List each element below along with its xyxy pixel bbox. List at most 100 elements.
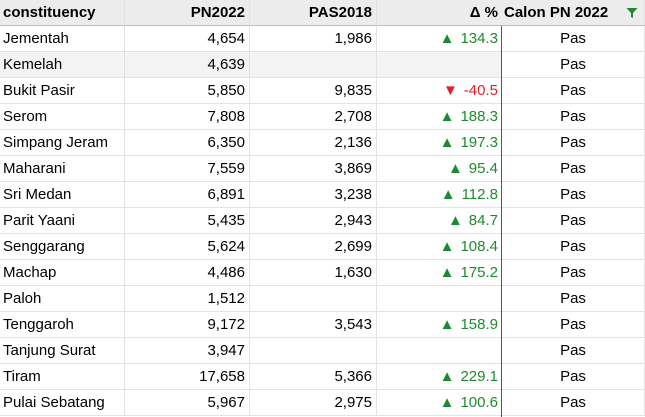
- cell-calon-pn-2022[interactable]: Pas: [502, 390, 645, 416]
- cell-pas2018[interactable]: 3,869: [250, 156, 377, 182]
- cell-delta-percent[interactable]: ▲ 112.8: [377, 182, 502, 208]
- table-row: Senggarang 5,624 2,699 ▲ 108.4 Pas: [0, 234, 645, 260]
- cell-delta-percent[interactable]: ▲ 134.3: [377, 26, 502, 52]
- cell-constituency[interactable]: Pulai Sebatang: [0, 390, 125, 416]
- triangle-up-icon: ▲: [440, 186, 456, 203]
- cell-calon-pn-2022[interactable]: Pas: [502, 312, 645, 338]
- cell-constituency[interactable]: Senggarang: [0, 234, 125, 260]
- cell-pn2022[interactable]: 1,512: [125, 286, 250, 312]
- cell-delta-percent[interactable]: ▲ 108.4: [377, 234, 502, 260]
- header-calon-pn-2022[interactable]: Calon PN 2022: [502, 0, 645, 26]
- cell-delta-percent[interactable]: ▲ 158.9: [377, 312, 502, 338]
- cell-calon-pn-2022[interactable]: Pas: [502, 286, 645, 312]
- cell-delta-percent[interactable]: [377, 52, 502, 78]
- cell-constituency[interactable]: Simpang Jeram: [0, 130, 125, 156]
- cell-delta-percent[interactable]: ▲ 175.2: [377, 260, 502, 286]
- table-row: Parit Yaani 5,435 2,943 ▲ 84.7 Pas: [0, 208, 645, 234]
- cell-delta-percent[interactable]: [377, 338, 502, 364]
- cell-calon-pn-2022[interactable]: Pas: [502, 338, 645, 364]
- cell-calon-pn-2022[interactable]: Pas: [502, 26, 645, 52]
- cell-calon-pn-2022[interactable]: Pas: [502, 104, 645, 130]
- cell-constituency[interactable]: Maharani: [0, 156, 125, 182]
- cell-pas2018[interactable]: 2,708: [250, 104, 377, 130]
- cell-constituency[interactable]: Machap: [0, 260, 125, 286]
- cell-pn2022[interactable]: 5,435: [125, 208, 250, 234]
- cell-pas2018[interactable]: 1,986: [250, 26, 377, 52]
- cell-pn2022[interactable]: 5,850: [125, 78, 250, 104]
- cell-pas2018[interactable]: 2,699: [250, 234, 377, 260]
- cell-pn2022[interactable]: 5,967: [125, 390, 250, 416]
- triangle-down-icon: ▼: [442, 82, 458, 99]
- cell-pas2018[interactable]: 9,835: [250, 78, 377, 104]
- frozen-column-divider: [501, 26, 502, 417]
- cell-pn2022[interactable]: 5,624: [125, 234, 250, 260]
- cell-calon-pn-2022[interactable]: Pas: [502, 130, 645, 156]
- cell-pas2018[interactable]: 5,366: [250, 364, 377, 390]
- cell-pas2018[interactable]: 2,136: [250, 130, 377, 156]
- cell-calon-pn-2022[interactable]: Pas: [502, 208, 645, 234]
- cell-pn2022[interactable]: 9,172: [125, 312, 250, 338]
- delta-value: 229.1: [460, 368, 498, 385]
- header-pn2022[interactable]: PN2022: [125, 0, 250, 26]
- header-pas2018[interactable]: PAS2018: [250, 0, 377, 26]
- triangle-up-icon: ▲: [439, 108, 455, 125]
- cell-calon-pn-2022[interactable]: Pas: [502, 364, 645, 390]
- cell-delta-percent[interactable]: ▲ 100.6: [377, 390, 502, 416]
- cell-delta-percent[interactable]: ▲ 188.3: [377, 104, 502, 130]
- cell-delta-percent[interactable]: ▼ -40.5: [377, 78, 502, 104]
- cell-calon-pn-2022[interactable]: Pas: [502, 52, 645, 78]
- header-constituency[interactable]: constituency: [0, 0, 125, 26]
- table-row: Paloh 1,512 Pas: [0, 286, 645, 312]
- cell-constituency[interactable]: Tenggaroh: [0, 312, 125, 338]
- triangle-up-icon: ▲: [439, 368, 455, 385]
- table-row: Bukit Pasir 5,850 9,835 ▼ -40.5 Pas: [0, 78, 645, 104]
- cell-constituency[interactable]: Sri Medan: [0, 182, 125, 208]
- triangle-up-icon: ▲: [447, 212, 463, 229]
- cell-delta-percent[interactable]: [377, 286, 502, 312]
- delta-value: 112.8: [461, 186, 498, 203]
- table-row: Jementah 4,654 1,986 ▲ 134.3 Pas: [0, 26, 645, 52]
- cell-pas2018[interactable]: [250, 338, 377, 364]
- cell-pas2018[interactable]: 3,238: [250, 182, 377, 208]
- table-row: Tiram 17,658 5,366 ▲ 229.1 Pas: [0, 364, 645, 390]
- cell-calon-pn-2022[interactable]: Pas: [502, 234, 645, 260]
- cell-constituency[interactable]: Tiram: [0, 364, 125, 390]
- cell-delta-percent[interactable]: ▲ 84.7: [377, 208, 502, 234]
- cell-constituency[interactable]: Jementah: [0, 26, 125, 52]
- cell-calon-pn-2022[interactable]: Pas: [502, 182, 645, 208]
- cell-calon-pn-2022[interactable]: Pas: [502, 156, 645, 182]
- cell-pas2018[interactable]: 1,630: [250, 260, 377, 286]
- cell-constituency[interactable]: Tanjung Surat: [0, 338, 125, 364]
- cell-constituency[interactable]: Paloh: [0, 286, 125, 312]
- cell-pas2018[interactable]: 2,943: [250, 208, 377, 234]
- cell-pn2022[interactable]: 7,808: [125, 104, 250, 130]
- cell-pn2022[interactable]: 7,559: [125, 156, 250, 182]
- triangle-up-icon: ▲: [439, 394, 455, 411]
- cell-pn2022[interactable]: 3,947: [125, 338, 250, 364]
- cell-calon-pn-2022[interactable]: Pas: [502, 78, 645, 104]
- table-row: Serom 7,808 2,708 ▲ 188.3 Pas: [0, 104, 645, 130]
- cell-constituency[interactable]: Kemelah: [0, 52, 125, 78]
- triangle-up-icon: ▲: [439, 30, 455, 47]
- cell-pn2022[interactable]: 6,350: [125, 130, 250, 156]
- cell-pn2022[interactable]: 4,639: [125, 52, 250, 78]
- cell-constituency[interactable]: Bukit Pasir: [0, 78, 125, 104]
- cell-delta-percent[interactable]: ▲ 197.3: [377, 130, 502, 156]
- cell-pas2018[interactable]: [250, 286, 377, 312]
- cell-delta-percent[interactable]: ▲ 95.4: [377, 156, 502, 182]
- triangle-up-icon: ▲: [439, 316, 455, 333]
- cell-calon-pn-2022[interactable]: Pas: [502, 260, 645, 286]
- cell-constituency[interactable]: Parit Yaani: [0, 208, 125, 234]
- cell-constituency[interactable]: Serom: [0, 104, 125, 130]
- cell-pas2018[interactable]: 3,543: [250, 312, 377, 338]
- filter-icon[interactable]: [626, 7, 638, 19]
- cell-pn2022[interactable]: 4,654: [125, 26, 250, 52]
- cell-pn2022[interactable]: 17,658: [125, 364, 250, 390]
- cell-pas2018[interactable]: 2,975: [250, 390, 377, 416]
- cell-pn2022[interactable]: 4,486: [125, 260, 250, 286]
- cell-delta-percent[interactable]: ▲ 229.1: [377, 364, 502, 390]
- header-delta-percent[interactable]: Δ %: [377, 0, 502, 26]
- cell-pas2018[interactable]: [250, 52, 377, 78]
- cell-pn2022[interactable]: 6,891: [125, 182, 250, 208]
- delta-value: 197.3: [460, 134, 498, 151]
